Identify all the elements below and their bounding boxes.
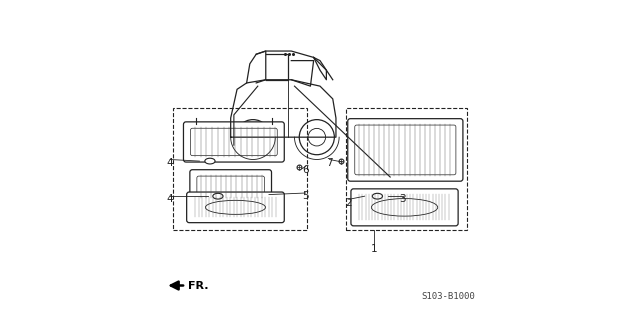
Text: 5: 5 xyxy=(302,191,309,201)
Text: 2: 2 xyxy=(346,197,352,208)
Text: 4: 4 xyxy=(167,194,173,204)
Bar xyxy=(173,108,307,230)
FancyBboxPatch shape xyxy=(351,189,458,226)
FancyBboxPatch shape xyxy=(187,192,284,223)
Ellipse shape xyxy=(205,200,266,214)
FancyBboxPatch shape xyxy=(355,125,456,175)
Ellipse shape xyxy=(372,193,383,199)
Text: 3: 3 xyxy=(399,194,406,204)
Text: S103-B1000: S103-B1000 xyxy=(421,293,475,301)
Text: 4: 4 xyxy=(167,158,173,168)
FancyBboxPatch shape xyxy=(348,119,463,181)
Bar xyxy=(346,108,467,230)
Ellipse shape xyxy=(371,198,438,216)
Ellipse shape xyxy=(205,158,215,164)
Text: FR.: FR. xyxy=(188,280,208,291)
Text: 6: 6 xyxy=(302,165,309,175)
Text: 7: 7 xyxy=(326,158,333,168)
FancyBboxPatch shape xyxy=(191,128,277,156)
FancyBboxPatch shape xyxy=(184,122,284,162)
Ellipse shape xyxy=(213,193,223,199)
FancyBboxPatch shape xyxy=(190,170,271,204)
Text: 1: 1 xyxy=(371,244,378,254)
FancyBboxPatch shape xyxy=(197,176,264,197)
